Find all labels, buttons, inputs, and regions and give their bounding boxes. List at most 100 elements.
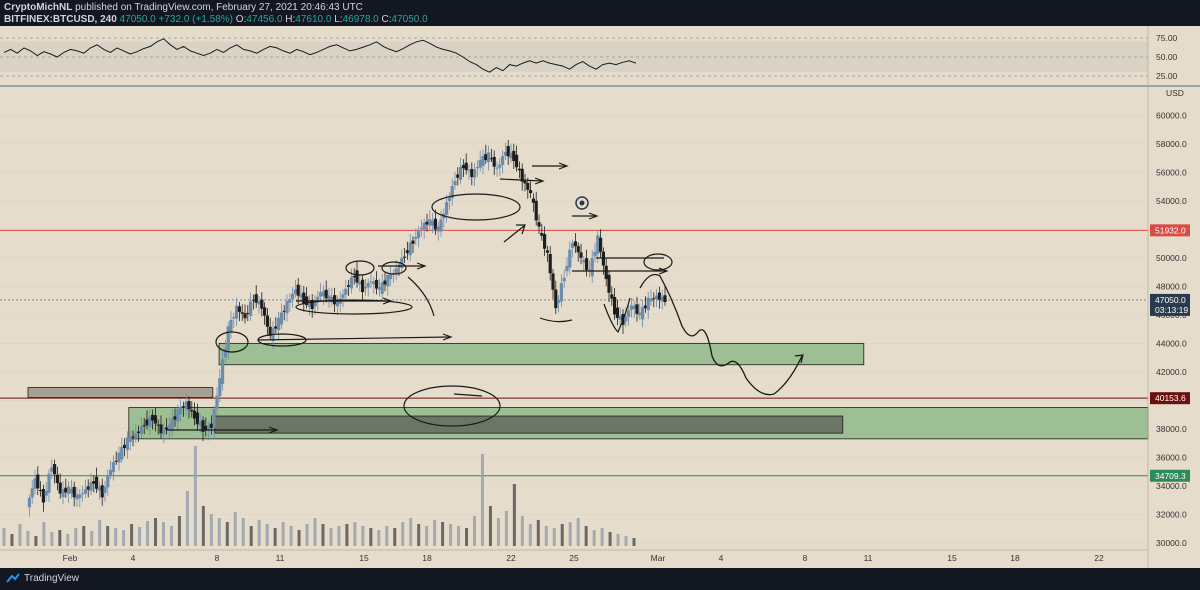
volume-bar bbox=[321, 524, 325, 546]
volume-bar bbox=[624, 536, 628, 546]
candle-body bbox=[27, 497, 31, 508]
candle-body bbox=[537, 222, 541, 227]
candle-body bbox=[327, 295, 331, 300]
volume-bar bbox=[480, 454, 484, 546]
chart-header: CryptoMichNL published on TradingView.co… bbox=[0, 0, 1200, 26]
candle-body bbox=[433, 218, 437, 230]
candle-body bbox=[207, 425, 211, 432]
candle-body bbox=[240, 312, 244, 314]
candle-body bbox=[509, 152, 513, 159]
volume-bar bbox=[10, 534, 14, 546]
candle-body bbox=[453, 180, 457, 186]
volume-bar bbox=[361, 526, 365, 546]
annotation-line bbox=[453, 393, 483, 397]
candle-body bbox=[198, 422, 202, 427]
candle-body bbox=[487, 152, 491, 163]
volume-bar bbox=[313, 518, 317, 546]
publisher-name[interactable]: CryptoMichNL bbox=[4, 2, 73, 13]
volume-bar bbox=[297, 530, 301, 546]
candle-body bbox=[635, 304, 639, 314]
last-price: 47050.0 bbox=[119, 14, 156, 25]
volume-bar bbox=[154, 518, 158, 546]
volume-bar bbox=[225, 522, 229, 546]
volume-bar bbox=[18, 524, 22, 546]
volume-bar bbox=[608, 532, 612, 546]
price-axis[interactable]: USD 30000.0 32000.0 34000.0 36000.0 38000.0 40… bbox=[1147, 26, 1190, 568]
candle-body bbox=[478, 159, 482, 168]
candle-body bbox=[190, 410, 194, 412]
price-chart[interactable]: 75.00 50.00 25.00 bbox=[0, 26, 1200, 568]
volume-bar bbox=[209, 514, 213, 546]
candle-body bbox=[585, 258, 589, 271]
projected-path bbox=[639, 273, 803, 396]
candlesticks bbox=[27, 140, 667, 517]
candle-body bbox=[201, 420, 205, 432]
time-tick-label: 15 bbox=[947, 553, 957, 563]
candle-body bbox=[195, 412, 199, 425]
candle-body bbox=[285, 300, 289, 314]
candle-body bbox=[237, 306, 241, 312]
volume-bar bbox=[106, 526, 110, 546]
rsi-level-label: 75.00 bbox=[1156, 33, 1178, 43]
candle-body bbox=[506, 146, 510, 157]
candle-body bbox=[324, 289, 328, 299]
symbol-label[interactable]: BITFINEX:BTCUSD, 240 bbox=[4, 14, 117, 25]
annotation-marker-icon[interactable] bbox=[575, 196, 589, 210]
tradingview-logo-icon[interactable] bbox=[6, 573, 20, 583]
volume-bar bbox=[377, 530, 381, 546]
candle-body bbox=[618, 315, 622, 320]
candle-body bbox=[260, 299, 264, 309]
price-tick-label: 34000.0 bbox=[1156, 481, 1187, 491]
candle-body bbox=[134, 433, 138, 439]
candle-body bbox=[545, 250, 549, 253]
annotation-arrowhead bbox=[534, 177, 545, 185]
candle-body bbox=[431, 220, 435, 226]
volume-bar bbox=[249, 526, 253, 546]
current-price-label: 47050.0 bbox=[1155, 295, 1186, 305]
volume-bar bbox=[329, 528, 333, 546]
annotation-curve bbox=[539, 317, 573, 323]
candle-body bbox=[50, 467, 54, 472]
footer-brand[interactable]: TradingView bbox=[24, 573, 80, 584]
time-tick-label: 4 bbox=[131, 553, 136, 563]
candle-body bbox=[445, 202, 449, 215]
volume-bar bbox=[409, 518, 413, 546]
volume-bar bbox=[632, 538, 636, 546]
volume-bar bbox=[536, 520, 540, 546]
price-tick-label: 38000.0 bbox=[1156, 424, 1187, 434]
candle-body bbox=[310, 300, 314, 309]
time-tick-label: Mar bbox=[651, 553, 666, 563]
volume-bar bbox=[449, 524, 453, 546]
candle-body bbox=[568, 249, 572, 268]
annotation-circle bbox=[403, 385, 501, 427]
candle-body bbox=[226, 326, 230, 351]
volume-bar bbox=[369, 528, 373, 546]
candle-body bbox=[489, 158, 493, 160]
candle-body bbox=[450, 186, 454, 199]
volume-bar bbox=[584, 526, 588, 546]
candle-body bbox=[422, 222, 426, 230]
candle-body bbox=[543, 234, 547, 249]
price-level-tag bbox=[1150, 224, 1190, 237]
time-axis[interactable]: Feb 4 8 11 15 18 22 25 Mar 4 8 11 15 18 22 bbox=[0, 549, 1148, 563]
high-value: 47610.0 bbox=[295, 14, 332, 25]
candle-body bbox=[44, 490, 48, 496]
annotation-circle bbox=[381, 261, 407, 275]
volume-bar bbox=[26, 531, 30, 546]
candle-body bbox=[501, 156, 505, 166]
annotation-line bbox=[499, 178, 543, 182]
candle-body bbox=[461, 165, 465, 169]
candle-body bbox=[279, 312, 283, 325]
candle-body bbox=[291, 293, 295, 300]
candle-body bbox=[627, 310, 631, 317]
footer-bar: TradingView bbox=[0, 568, 1200, 590]
candle-body bbox=[512, 150, 516, 162]
volume-bar bbox=[600, 528, 604, 546]
volume-bar bbox=[289, 526, 293, 546]
volume-bar bbox=[130, 524, 134, 546]
price-tick-label: 60000.0 bbox=[1156, 110, 1187, 120]
annotation-arrowhead bbox=[658, 267, 669, 275]
volume-bar bbox=[465, 528, 469, 546]
candle-body bbox=[363, 286, 367, 289]
